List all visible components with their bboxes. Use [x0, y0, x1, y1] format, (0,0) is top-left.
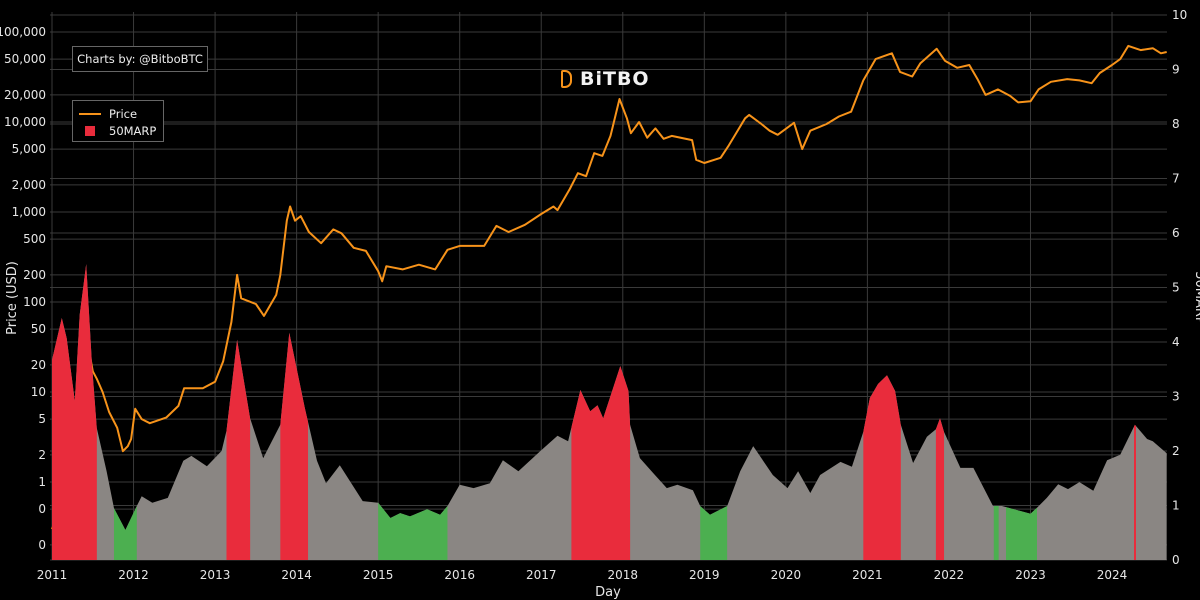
marp-zone-high: [280, 332, 309, 560]
marp-zone-high: [1134, 424, 1137, 560]
y2-tick-label: 10: [1172, 8, 1187, 22]
y-tick-label: 2: [38, 448, 46, 462]
y-tick-label: 0: [38, 502, 46, 516]
bitbo-logo-text: BiTBO: [580, 68, 650, 90]
price-layer: [51, 44, 1167, 530]
y-tick-label: 1,000: [12, 205, 46, 219]
y-tick-label: 20,000: [4, 88, 46, 102]
y-tick-label: 100: [23, 295, 46, 309]
y-tick-label: 1: [38, 475, 46, 489]
marp-zone-low: [993, 506, 999, 560]
y-tick-label: 100,000: [0, 25, 46, 39]
marp-zone-low: [378, 502, 448, 560]
y2-axis-title: 50MARP: [1192, 271, 1200, 325]
x-tick-label: 2014: [281, 568, 312, 582]
x-tick-label: 2015: [363, 568, 394, 582]
x-tick-label: 2021: [852, 568, 883, 582]
y2-tick-label: 3: [1172, 390, 1180, 404]
bitbo-logo-icon: [561, 70, 572, 88]
legend-marp-swatch: [85, 125, 95, 136]
y-tick-label: 50: [31, 322, 46, 336]
marp-zone-high: [226, 339, 251, 560]
y-tick-label: 2,000: [12, 178, 46, 192]
y2-tick-label: 7: [1172, 172, 1180, 186]
x-tick-label: 2013: [200, 568, 231, 582]
y2-tick-label: 0: [1172, 553, 1180, 567]
y2-tick-label: 6: [1172, 226, 1180, 240]
y-tick-label: 200: [23, 268, 46, 282]
marp-area-layer: [52, 264, 1167, 560]
bitbo-logo: BiTBO: [561, 68, 650, 90]
marp-zone-high: [863, 375, 901, 560]
legend: Price 50MARP: [72, 100, 164, 142]
marp-zone-low: [1006, 507, 1038, 560]
y2-tick-label: 8: [1172, 117, 1180, 131]
credit-text: Charts by: @BitboBTC: [77, 52, 203, 66]
marp-zone-high: [935, 418, 945, 560]
y2-tick-label: 9: [1172, 63, 1180, 77]
y-tick-label: 50,000: [4, 52, 46, 66]
y-tick-label: 5,000: [12, 142, 46, 156]
legend-price-label: Price: [109, 106, 138, 121]
legend-item-price[interactable]: Price: [79, 105, 157, 122]
legend-marp-label: 50MARP: [109, 123, 157, 138]
marp-zone-high: [52, 264, 97, 560]
y-tick-label: 20: [31, 358, 46, 372]
x-tick-label: 2012: [118, 568, 149, 582]
y2-tick-label: 2: [1172, 444, 1180, 458]
x-tick-label: 2020: [771, 568, 802, 582]
y2-tick-label: 5: [1172, 281, 1180, 295]
x-axis-title: Day: [595, 585, 621, 600]
x-tick-label: 2018: [608, 568, 639, 582]
y-tick-label: 0: [38, 538, 46, 552]
y-tick-label: 10: [31, 385, 46, 399]
y-tick-label: 5: [38, 412, 46, 426]
x-tick-label: 2011: [37, 568, 68, 582]
x-tick-label: 2016: [444, 568, 475, 582]
y2-tick-label: 4: [1172, 335, 1180, 349]
price-line: [51, 44, 1167, 530]
legend-price-swatch: [79, 112, 101, 115]
x-tick-label: 2022: [934, 568, 965, 582]
y2-tick-label: 1: [1172, 499, 1180, 513]
x-tick-label: 2019: [689, 568, 720, 582]
x-tick-label: 2024: [1097, 568, 1128, 582]
marp-zone-high: [571, 366, 631, 560]
tick-labels: 2011 2012 2013 2014 2015 2016 2017 2018 2019 2020…: [0, 8, 1187, 582]
marp-zone-low: [113, 505, 137, 560]
legend-item-marp[interactable]: 50MARP: [79, 122, 157, 139]
x-tick-label: 2017: [526, 568, 557, 582]
y-axis-title: Price (USD): [5, 261, 20, 335]
y-tick-label: 10,000: [4, 115, 46, 129]
y-tick-label: 500: [23, 232, 46, 246]
credit-box: Charts by: @BitboBTC: [72, 46, 208, 72]
marp-zone-low: [700, 506, 728, 560]
x-tick-label: 2023: [1015, 568, 1046, 582]
